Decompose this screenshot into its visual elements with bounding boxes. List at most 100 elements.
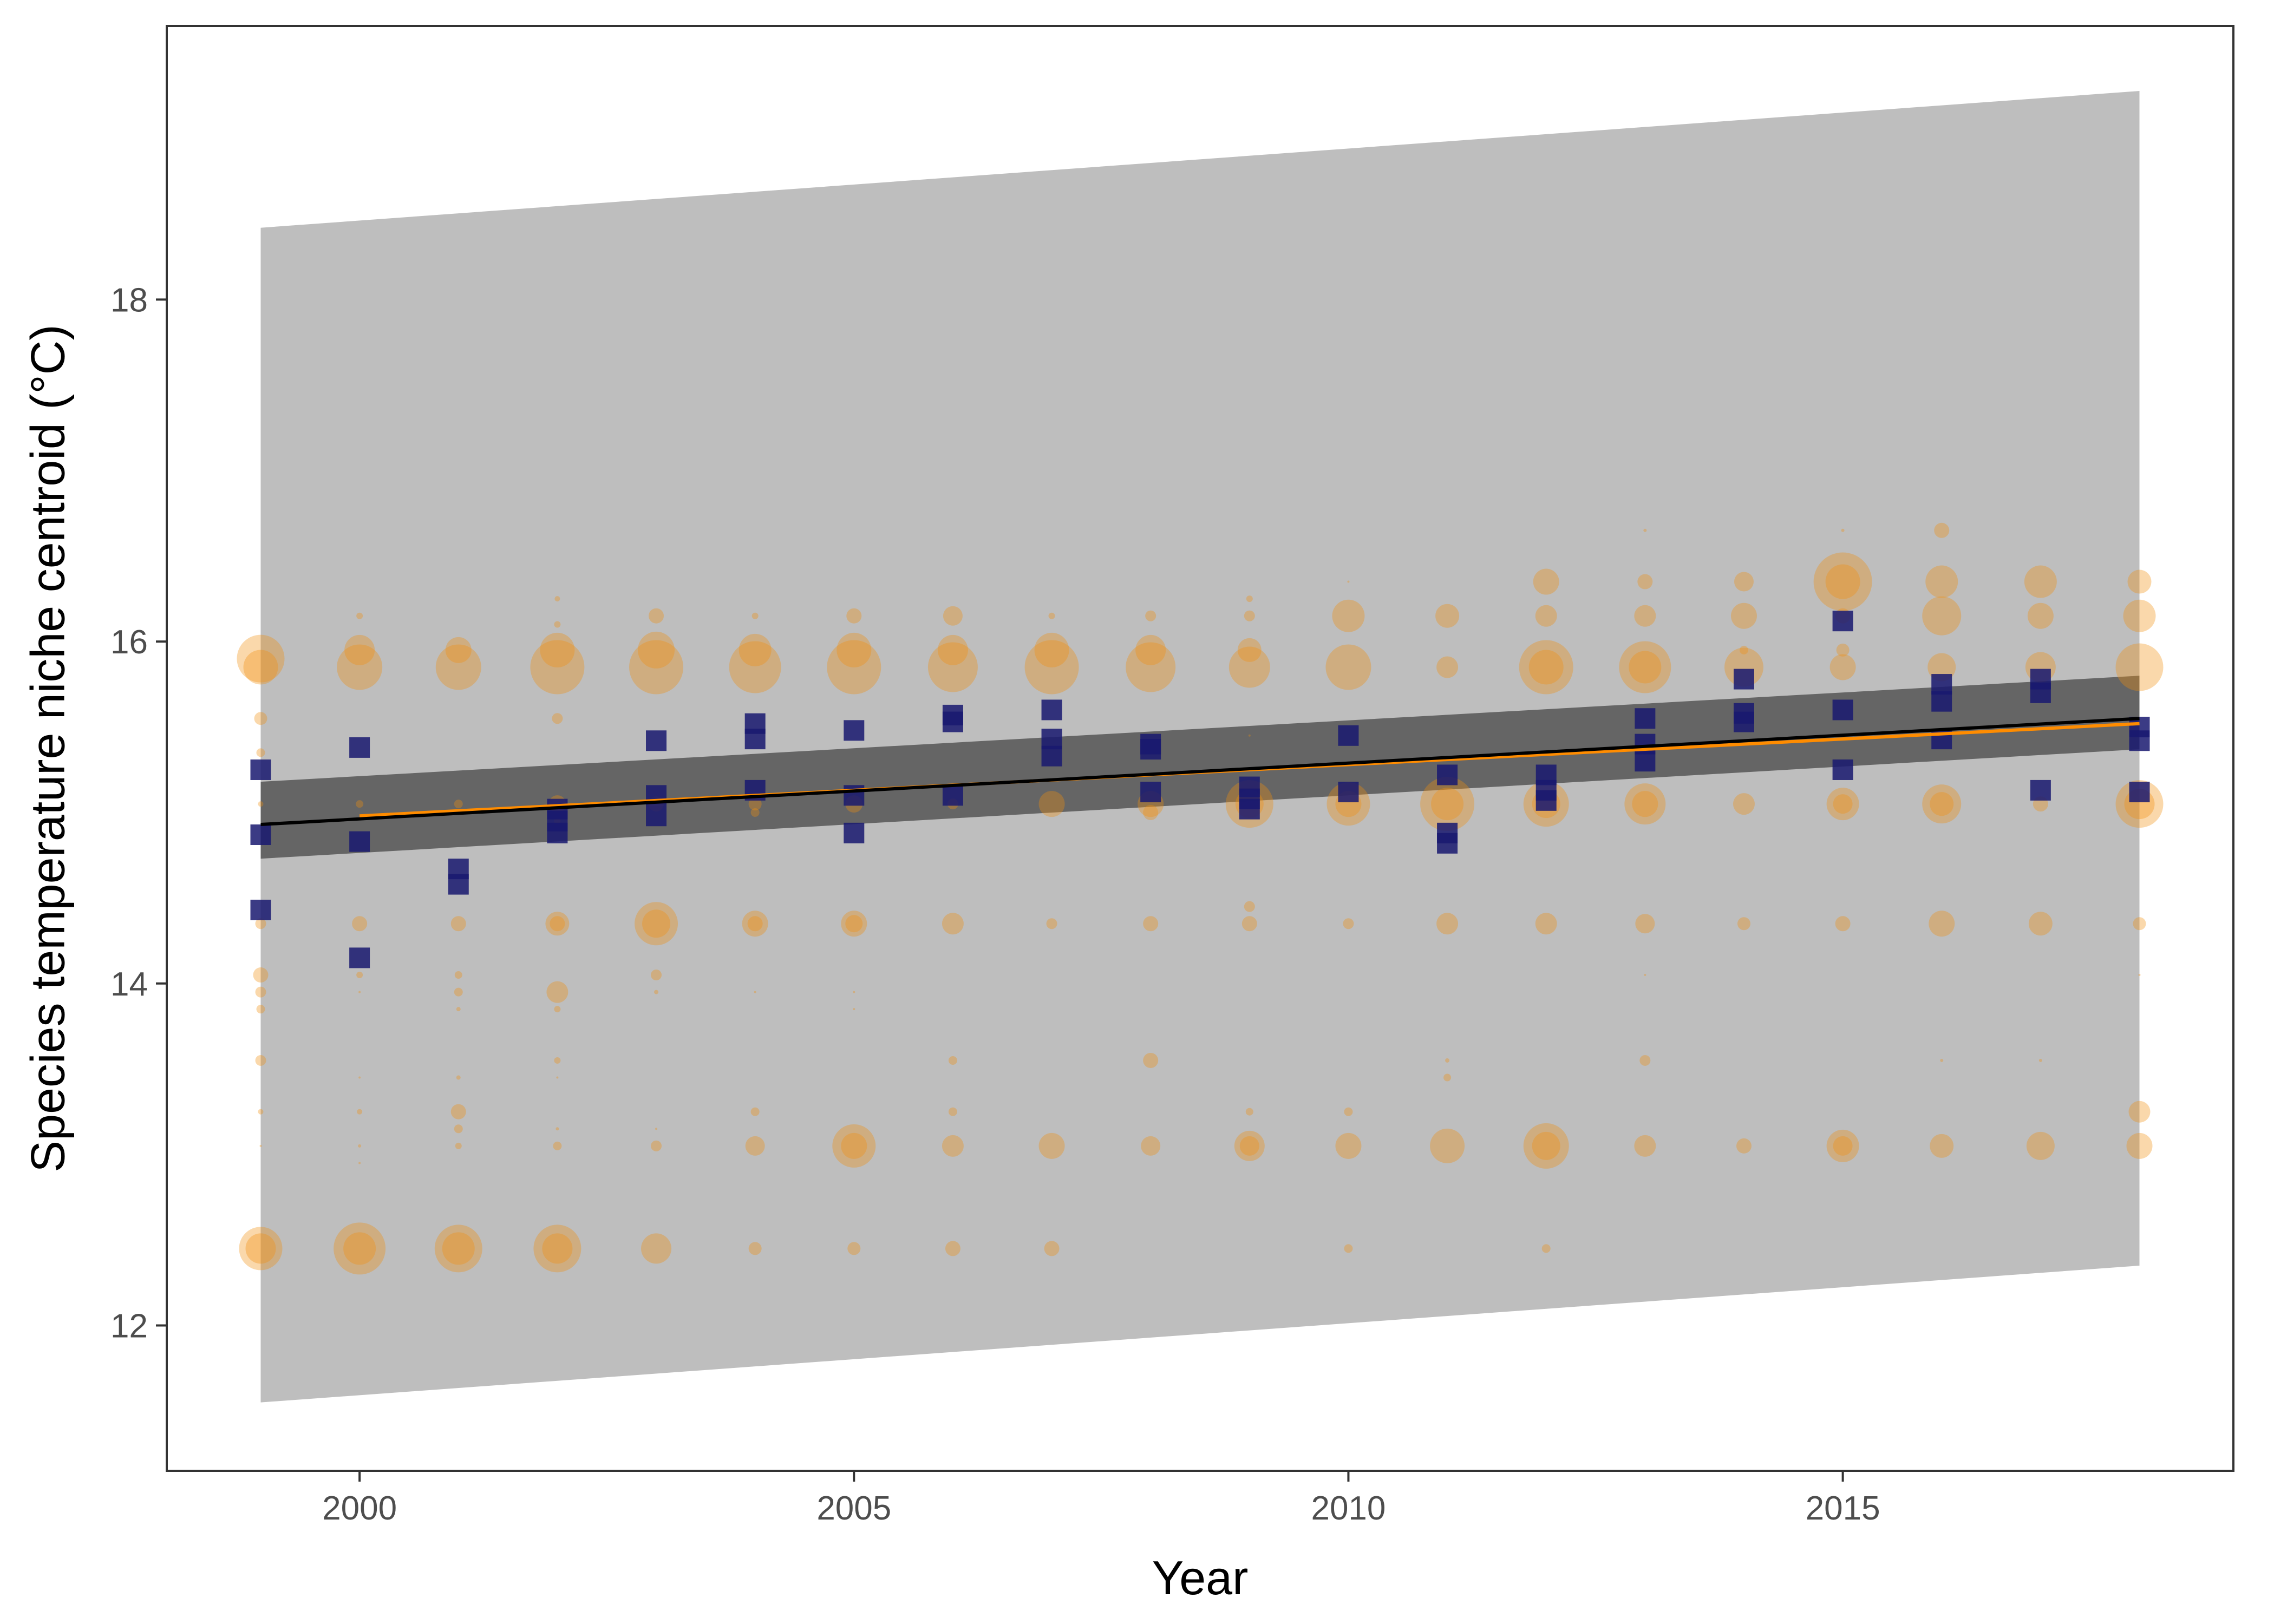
data-point: [1734, 572, 1754, 592]
data-point: [435, 644, 481, 690]
mean-marker: [1239, 798, 1260, 820]
data-point: [546, 981, 568, 1003]
data-point: [254, 712, 267, 725]
data-point: [2115, 780, 2164, 828]
data-point: [945, 1241, 960, 1256]
x-tick-label: 2010: [1311, 1490, 1386, 1527]
confidence-interval-band: [260, 676, 2140, 859]
data-point: [641, 1233, 672, 1264]
mean-marker: [1733, 669, 1754, 690]
mean-marker: [250, 899, 271, 920]
data-point: [1024, 640, 1079, 695]
data-point: [550, 916, 565, 932]
data-point: [1737, 917, 1750, 931]
data-point: [1048, 612, 1055, 619]
data-point: [455, 1142, 462, 1149]
mean-marker: [646, 806, 667, 827]
data-point: [352, 916, 368, 932]
data-point: [552, 713, 563, 724]
data-point: [1436, 913, 1459, 935]
data-point: [358, 991, 361, 993]
data-point: [1739, 645, 1748, 654]
data-point: [1141, 1136, 1161, 1156]
data-point: [1430, 1128, 1465, 1163]
mean-marker: [942, 785, 963, 806]
data-point: [2038, 1058, 2042, 1062]
data-point: [841, 1132, 867, 1159]
data-point: [1833, 794, 1853, 814]
data-point: [358, 1144, 362, 1148]
data-point: [343, 1232, 376, 1265]
mean-marker: [1635, 751, 1656, 772]
mean-marker: [1832, 611, 1853, 632]
data-point: [450, 1104, 466, 1119]
data-point: [1841, 528, 1845, 532]
data-point: [454, 971, 462, 979]
data-point: [1443, 1073, 1452, 1082]
data-point: [1523, 1123, 1569, 1169]
data-point: [1836, 643, 1850, 657]
data-point: [1044, 1241, 1060, 1256]
data-point: [1922, 784, 1962, 824]
data-point: [442, 1232, 475, 1265]
data-point: [450, 916, 466, 932]
data-point: [1632, 791, 1658, 817]
data-point: [937, 634, 968, 665]
data-point: [556, 1076, 559, 1079]
data-point: [750, 808, 760, 817]
data-point: [2123, 599, 2156, 632]
y-tick-label: 16: [110, 624, 148, 661]
data-point: [1826, 1129, 1859, 1162]
mean-marker: [744, 729, 766, 750]
data-point: [456, 1075, 461, 1080]
data-point: [554, 1057, 561, 1064]
mean-marker: [844, 720, 865, 741]
data-point: [540, 632, 575, 667]
data-point: [1934, 522, 1950, 538]
data-point: [1637, 574, 1653, 590]
data-point: [1940, 1058, 1944, 1062]
data-point: [255, 918, 266, 929]
data-point: [745, 1136, 765, 1156]
mean-marker: [1832, 699, 1853, 721]
data-point: [948, 1056, 957, 1065]
data-point: [942, 913, 964, 935]
data-point: [1234, 1130, 1265, 1161]
mean-marker: [349, 831, 370, 852]
data-point: [1922, 596, 1962, 636]
mean-marker: [1437, 833, 1458, 854]
data-point: [748, 1242, 762, 1255]
data-point: [255, 986, 266, 998]
data-point: [1332, 599, 1365, 632]
data-point: [654, 990, 659, 994]
data-point: [1639, 1055, 1651, 1066]
data-point: [655, 1128, 658, 1130]
data-point: [1241, 916, 1257, 932]
data-point: [1143, 1052, 1159, 1068]
data-point: [1445, 1058, 1450, 1063]
data-point: [747, 916, 763, 932]
data-point: [2026, 1131, 2055, 1160]
data-point: [454, 1124, 463, 1134]
data-point: [837, 632, 872, 667]
mean-marker: [547, 822, 568, 843]
data-point: [748, 797, 762, 811]
panel-border: [166, 25, 2234, 1472]
data-point: [638, 631, 675, 669]
data-point: [1327, 782, 1370, 826]
data-point: [445, 637, 472, 663]
data-point: [243, 650, 278, 685]
data-point: [1046, 918, 1057, 929]
data-point: [1624, 783, 1666, 825]
trend-lines: [260, 717, 2140, 827]
mean-marker: [1832, 759, 1853, 780]
data-point: [1930, 792, 1954, 816]
mean-marker: [2129, 782, 2150, 803]
data-point: [1325, 644, 1371, 690]
data-point: [553, 1141, 562, 1150]
mean-marker: [1140, 782, 1161, 803]
data-point: [1528, 650, 1564, 685]
y-tick-label: 14: [110, 966, 148, 1003]
x-axis: 2000 2005 2010 2015: [322, 1471, 1880, 1527]
